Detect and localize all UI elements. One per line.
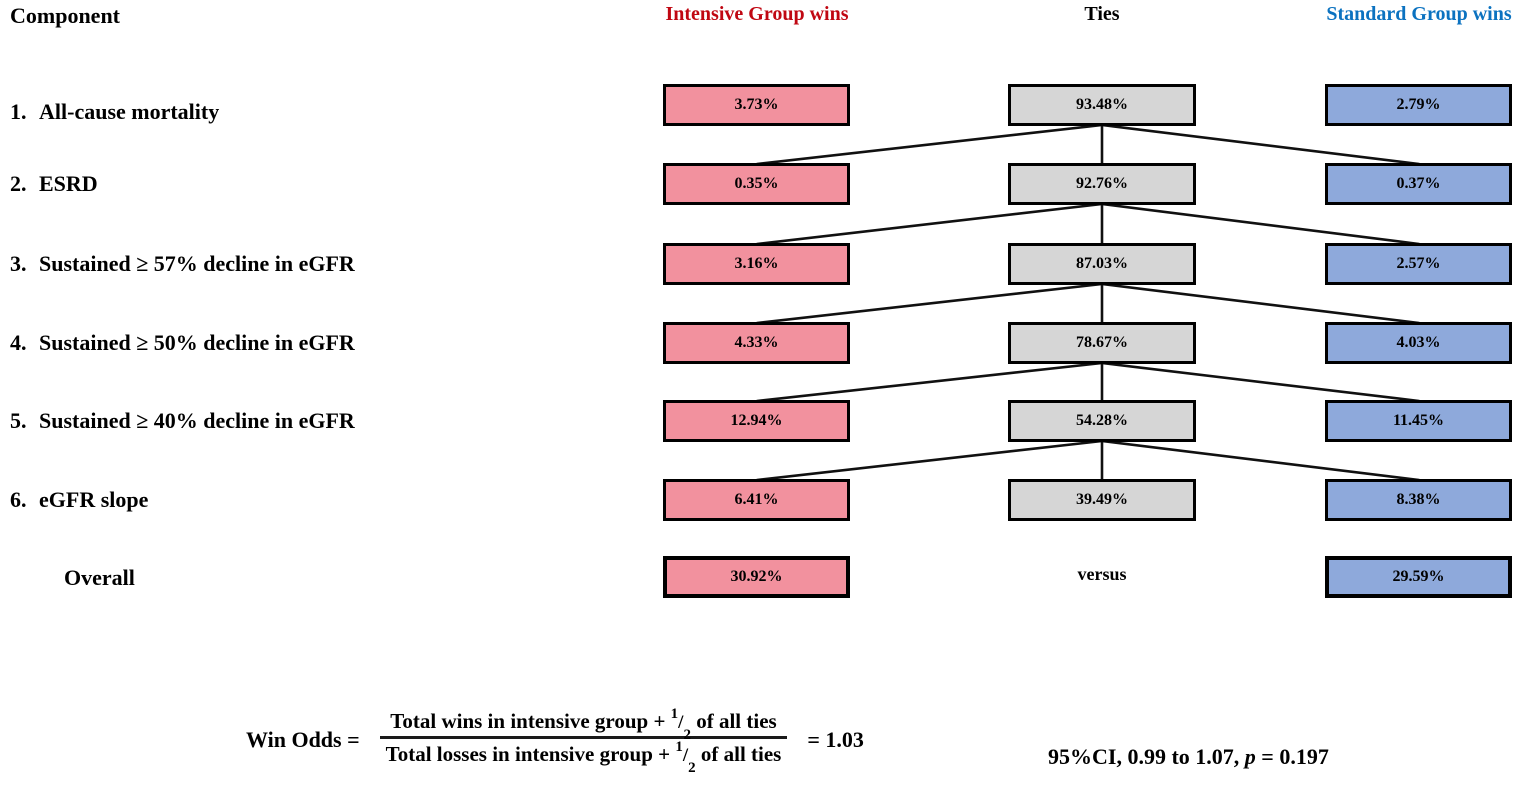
standard-group-header: Standard Group wins [1326, 3, 1512, 25]
row-label-text: Sustained ≥ 50% decline in eGFR [39, 330, 355, 355]
overall-standard-box: 29.59% [1325, 556, 1512, 598]
ties-box: 78.67% [1008, 322, 1196, 364]
intensive-wins-box: 3.73% [663, 84, 850, 126]
row-label: 2. ESRD [10, 171, 98, 197]
standard-wins-box: 11.45% [1325, 400, 1512, 442]
row-label-text: Sustained ≥ 40% decline in eGFR [39, 408, 355, 433]
row-label: 5. Sustained ≥ 40% decline in eGFR [10, 408, 355, 434]
standard-wins-box: 4.03% [1325, 322, 1512, 364]
row-label-text: All-cause mortality [39, 99, 220, 124]
formula-lhs: Win Odds = [246, 726, 360, 752]
intensive-wins-box: 6.41% [663, 479, 850, 521]
ties-header: Ties [1084, 3, 1120, 25]
ties-box: 92.76% [1008, 163, 1196, 205]
ties-box: 39.49% [1008, 479, 1196, 521]
one-half: 1/2 [675, 739, 696, 777]
standard-wins-box: 2.57% [1325, 243, 1512, 285]
row-number: 6. [10, 487, 27, 512]
intensive-wins-box: 4.33% [663, 322, 850, 364]
component-header: Component [10, 3, 121, 28]
row-label: 1. All-cause mortality [10, 99, 219, 125]
row-number: 5. [10, 408, 27, 433]
row-label: 3. Sustained ≥ 57% decline in eGFR [10, 251, 355, 277]
row-number: 3. [10, 251, 27, 276]
standard-wins-box: 8.38% [1325, 479, 1512, 521]
formula-result: = 1.03 [807, 726, 864, 752]
confidence-interval-text: 95%CI, 0.99 to 1.07, p = 0.197 [1048, 744, 1329, 769]
row-label-text: Sustained ≥ 57% decline in eGFR [39, 251, 355, 276]
overall-intensive-box: 30.92% [663, 556, 850, 598]
intensive-wins-box: 0.35% [663, 163, 850, 205]
ties-box: 87.03% [1008, 243, 1196, 285]
overall-label: Overall [64, 565, 135, 590]
row-number: 2. [10, 171, 27, 196]
formula-fraction: Total wins in intensive group + 1/2 of a… [376, 706, 792, 777]
fraction-numerator: Total wins in intensive group + 1/2 of a… [380, 706, 787, 744]
intensive-wins-box: 12.94% [663, 400, 850, 442]
intensive-group-header: Intensive Group wins [665, 3, 849, 25]
row-number: 4. [10, 330, 27, 355]
row-label: 6. eGFR slope [10, 487, 148, 513]
one-half: 1/2 [670, 706, 691, 744]
row-label: 4. Sustained ≥ 50% decline in eGFR [10, 330, 355, 356]
standard-wins-box: 2.79% [1325, 84, 1512, 126]
row-label-text: eGFR slope [39, 487, 149, 512]
fraction-denominator: Total losses in intensive group + 1/2 of… [385, 739, 782, 777]
intensive-wins-box: 3.16% [663, 243, 850, 285]
standard-wins-box: 0.37% [1325, 163, 1512, 205]
versus-text: versus [1077, 564, 1127, 584]
row-label-text: ESRD [39, 171, 98, 196]
p-value-symbol: p [1244, 744, 1256, 769]
ties-box: 54.28% [1008, 400, 1196, 442]
ties-box: 93.48% [1008, 84, 1196, 126]
win-odds-formula: Win Odds = Total wins in intensive group… [246, 706, 864, 777]
row-number: 1. [10, 99, 27, 124]
